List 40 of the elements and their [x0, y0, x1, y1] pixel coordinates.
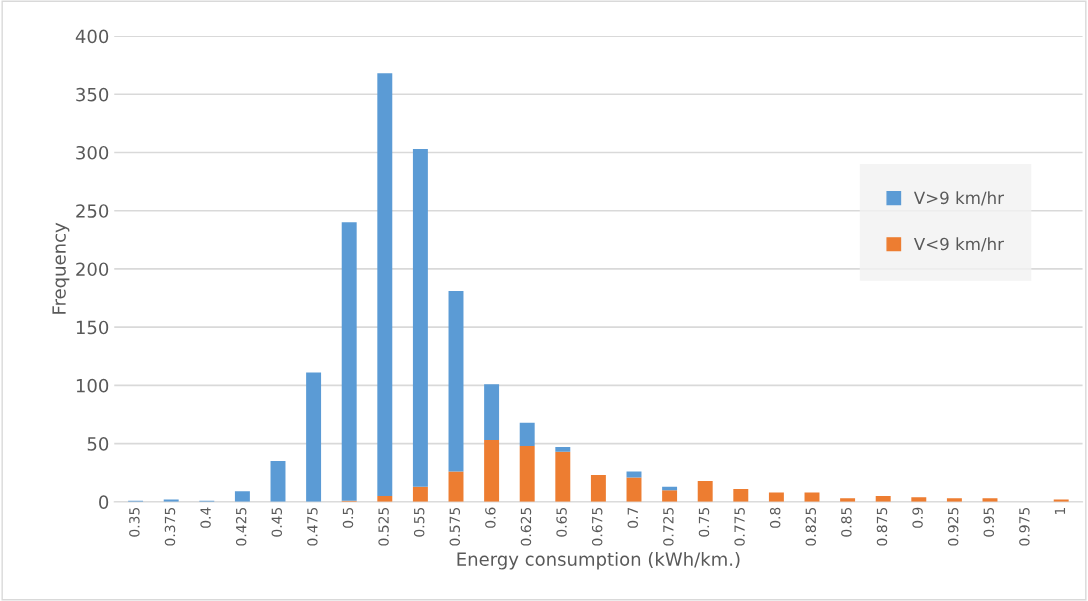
x-tick-label: 0.55	[413, 507, 425, 537]
y-tick-label: 0	[99, 495, 109, 509]
x-tick-label: 0.75	[698, 507, 710, 537]
x-tick-label: 0.45	[271, 507, 283, 537]
y-tick-label: 200	[76, 262, 109, 277]
x-tick-label: 0.875	[876, 507, 888, 546]
x-tick-label: 0.35	[129, 507, 140, 537]
y-tick-label: 100	[76, 378, 109, 393]
x-tick-label: 0.975	[1019, 507, 1030, 546]
x-tick-label: 0.7	[627, 507, 639, 528]
y-tick-label: 250	[76, 204, 109, 218]
legend-label: V>9 km/hr	[913, 191, 1004, 206]
y-tick-label: 300	[76, 145, 109, 160]
x-tick-label: 0.95	[983, 507, 995, 537]
x-tick-label: 0.625	[520, 507, 532, 546]
x-tick-label: 0.8	[769, 507, 781, 528]
x-tick-label: 0.375	[164, 507, 176, 546]
y-axis-title: Frequency	[52, 222, 70, 314]
x-tick-label: 0.825	[805, 507, 817, 546]
x-tick-label: 0.5	[342, 507, 354, 528]
x-tick-label: 0.85	[841, 507, 852, 537]
x-tick-label: 0.65	[556, 507, 567, 537]
x-tick-label: 0.675	[591, 507, 603, 546]
x-tick-label: 0.925	[947, 507, 959, 546]
x-tick-label: 0.525	[378, 507, 389, 546]
legend-label: V<9 km/hr	[913, 237, 1004, 252]
y-tick-label: 50	[87, 437, 109, 451]
y-tick-label: 150	[76, 320, 109, 335]
y-tick-label: 400	[75, 29, 109, 44]
x-tick-label: 0.725	[663, 507, 674, 546]
y-tick-label: 350	[76, 87, 109, 102]
x-tick-label: 0.425	[235, 507, 247, 546]
x-tick-label: 0.575	[449, 507, 461, 546]
x-tick-label: 0.775	[734, 507, 745, 546]
x-tick-label: 0.475	[307, 507, 318, 546]
x-tick-label: 0.9	[912, 507, 923, 528]
x-axis-title: Energy consumption (kWh/km.)	[457, 552, 740, 570]
x-tick-label: 0.4	[200, 507, 211, 528]
x-tick-label: 1	[1054, 507, 1066, 515]
x-tick-label: 0.6	[485, 507, 496, 528]
